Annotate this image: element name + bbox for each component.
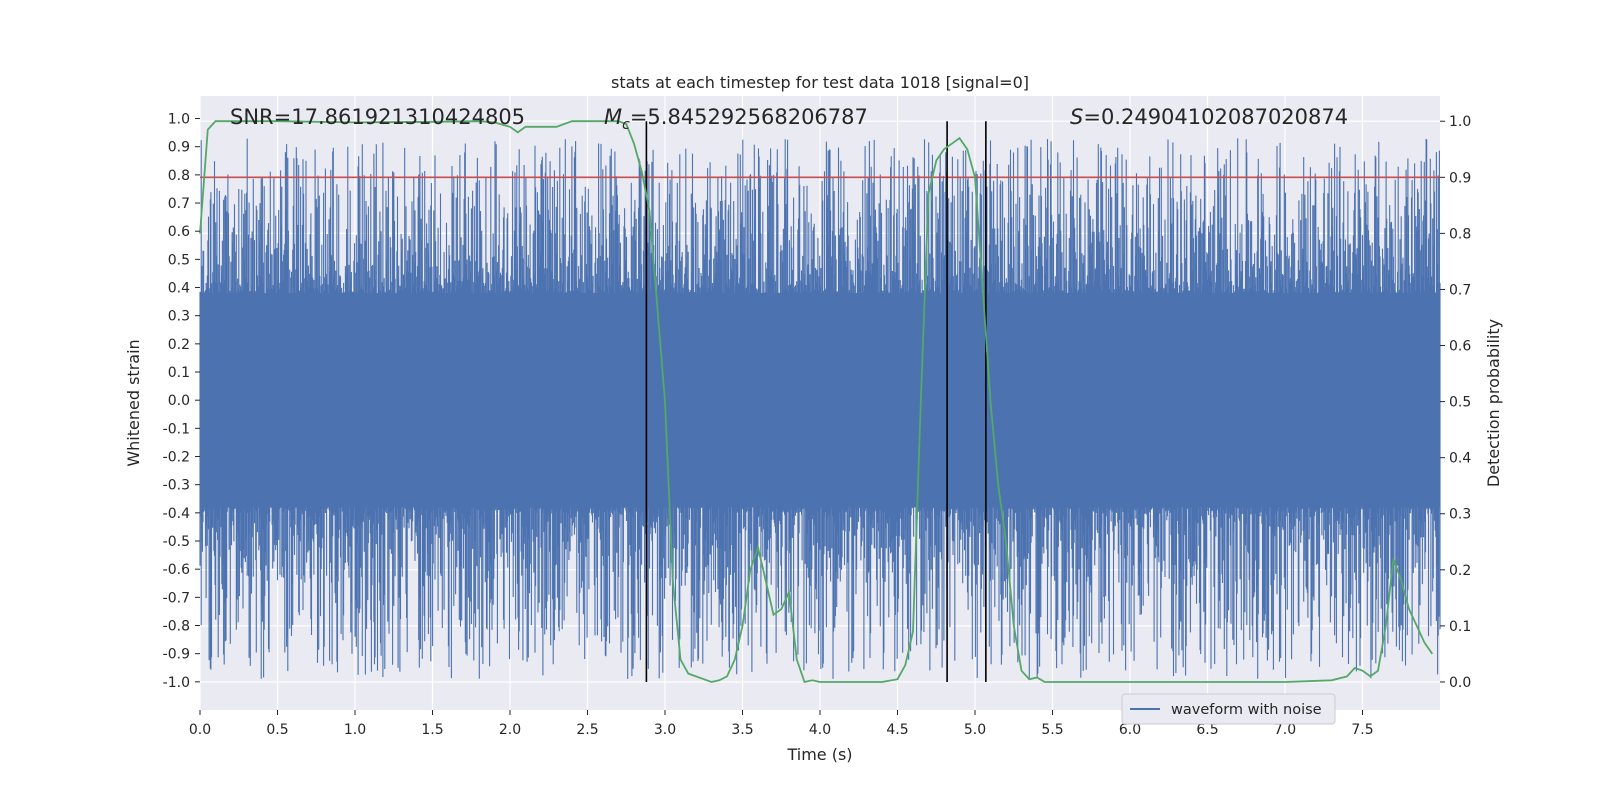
mc-value: =5.845292568206787 bbox=[630, 105, 868, 129]
left-tick-label-1: 0.9 bbox=[168, 140, 190, 156]
x-tick-label-7: 3.5 bbox=[731, 722, 753, 738]
left-tick-label-17: -0.7 bbox=[163, 590, 190, 606]
x-tick-label-6: 3.0 bbox=[654, 722, 676, 738]
right-tick-label-2: 0.8 bbox=[1449, 226, 1471, 242]
right-tick-label-8: 0.2 bbox=[1449, 563, 1471, 579]
left-tick-label-2: 0.8 bbox=[168, 168, 190, 184]
left-tick-label-9: 0.1 bbox=[168, 365, 190, 381]
left-tick-label-4: 0.6 bbox=[168, 224, 190, 240]
x-tick-label-5: 2.5 bbox=[576, 722, 598, 738]
x-tick-label-11: 5.5 bbox=[1041, 722, 1063, 738]
left-tick-label-11: -0.1 bbox=[163, 421, 190, 437]
right-tick-label-3: 0.7 bbox=[1449, 282, 1471, 298]
left-tick-label-7: 0.3 bbox=[168, 309, 190, 325]
left-tick-label-10: 0.0 bbox=[168, 393, 190, 409]
probability-line bbox=[199, 120, 1434, 684]
x-tick-label-8: 4.0 bbox=[809, 722, 831, 738]
right-y-ticks: 1.0 0.9 0.8 0.7 0.6 0.5 0.4 0.3 0.2 0.1 0.0 bbox=[1440, 114, 1471, 691]
legend-label: waveform with noise bbox=[1171, 702, 1322, 718]
right-tick-label-9: 0.1 bbox=[1449, 619, 1471, 635]
right-tick-label-5: 0.5 bbox=[1449, 395, 1471, 411]
left-tick-label-12: -0.2 bbox=[163, 450, 190, 466]
left-tick-label-3: 0.7 bbox=[168, 196, 190, 212]
left-tick-label-13: -0.3 bbox=[163, 478, 190, 494]
y-axis-label-right: Detection probability bbox=[1484, 319, 1503, 487]
x-tick-label-1: 0.5 bbox=[266, 722, 288, 738]
left-tick-label-5: 0.5 bbox=[168, 252, 190, 268]
left-tick-label-18: -0.8 bbox=[163, 619, 190, 635]
x-tick-label-14: 7.0 bbox=[1274, 722, 1296, 738]
strain-series bbox=[199, 138, 1441, 679]
left-tick-label-8: 0.2 bbox=[168, 337, 190, 353]
x-tick-label-10: 5.0 bbox=[964, 722, 986, 738]
left-tick-label-6: 0.4 bbox=[168, 281, 190, 297]
x-tick-label-0: 0.0 bbox=[189, 722, 211, 738]
x-tick-label-9: 4.5 bbox=[886, 722, 908, 738]
right-tick-label-10: 0.0 bbox=[1449, 675, 1471, 691]
legend-box bbox=[1121, 693, 1336, 725]
s-symbol: S bbox=[1070, 105, 1083, 129]
x-tick-label-12: 6.0 bbox=[1119, 722, 1141, 738]
x-tick-label-4: 2.0 bbox=[499, 722, 521, 738]
right-tick-label-7: 0.3 bbox=[1449, 507, 1471, 523]
left-tick-label-20: -1.0 bbox=[163, 675, 190, 691]
x-tick-label-15: 7.5 bbox=[1351, 722, 1373, 738]
left-tick-label-15: -0.5 bbox=[163, 534, 190, 550]
x-tick-label-3: 1.5 bbox=[421, 722, 443, 738]
vertical-lines bbox=[645, 121, 987, 682]
y-axis-label-left: Whitened strain bbox=[124, 339, 143, 466]
s-value: =0.24904102087020874 bbox=[1083, 105, 1348, 129]
mc-subscript: c bbox=[622, 117, 630, 133]
left-tick-label-0: 1.0 bbox=[168, 112, 190, 128]
legend: waveform with noise bbox=[1121, 693, 1336, 725]
x-ticks: 0.0 0.5 1.0 1.5 2.0 2.5 3.0 3.5 4.0 4.5 5.0 5.5 6.0 6… bbox=[189, 710, 1374, 738]
right-tick-label-6: 0.4 bbox=[1449, 451, 1471, 467]
snr-annotation: SNR=17.861921310424805 bbox=[230, 105, 525, 129]
chart-title: stats at each timestep for test data 101… bbox=[611, 73, 1029, 92]
right-tick-label-0: 1.0 bbox=[1449, 114, 1471, 130]
right-tick-label-1: 0.9 bbox=[1449, 170, 1471, 186]
x-tick-label-2: 1.0 bbox=[344, 722, 366, 738]
left-y-ticks: 1.0 0.9 0.8 0.7 0.6 0.5 0.4 0.3 0.2 0.1 0.0 -0.1 -0.… bbox=[163, 112, 200, 691]
x-tick-label-13: 6.5 bbox=[1196, 722, 1218, 738]
mc-annotation: Mc=5.845292568206787 bbox=[604, 105, 868, 133]
right-tick-label-4: 0.6 bbox=[1449, 339, 1471, 355]
left-tick-label-14: -0.4 bbox=[163, 506, 190, 522]
mc-symbol: M bbox=[604, 105, 622, 129]
left-tick-label-19: -0.9 bbox=[163, 647, 190, 663]
s-annotation: S=0.24904102087020874 bbox=[1070, 105, 1348, 129]
probability-series bbox=[199, 120, 1434, 684]
left-tick-label-16: -0.6 bbox=[163, 562, 190, 578]
x-axis-label: Time (s) bbox=[786, 745, 852, 764]
